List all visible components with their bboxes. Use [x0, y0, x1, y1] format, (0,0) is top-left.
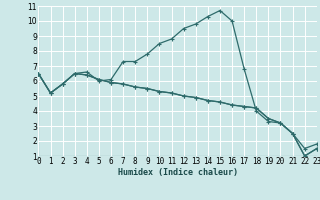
X-axis label: Humidex (Indice chaleur): Humidex (Indice chaleur) — [118, 168, 238, 177]
